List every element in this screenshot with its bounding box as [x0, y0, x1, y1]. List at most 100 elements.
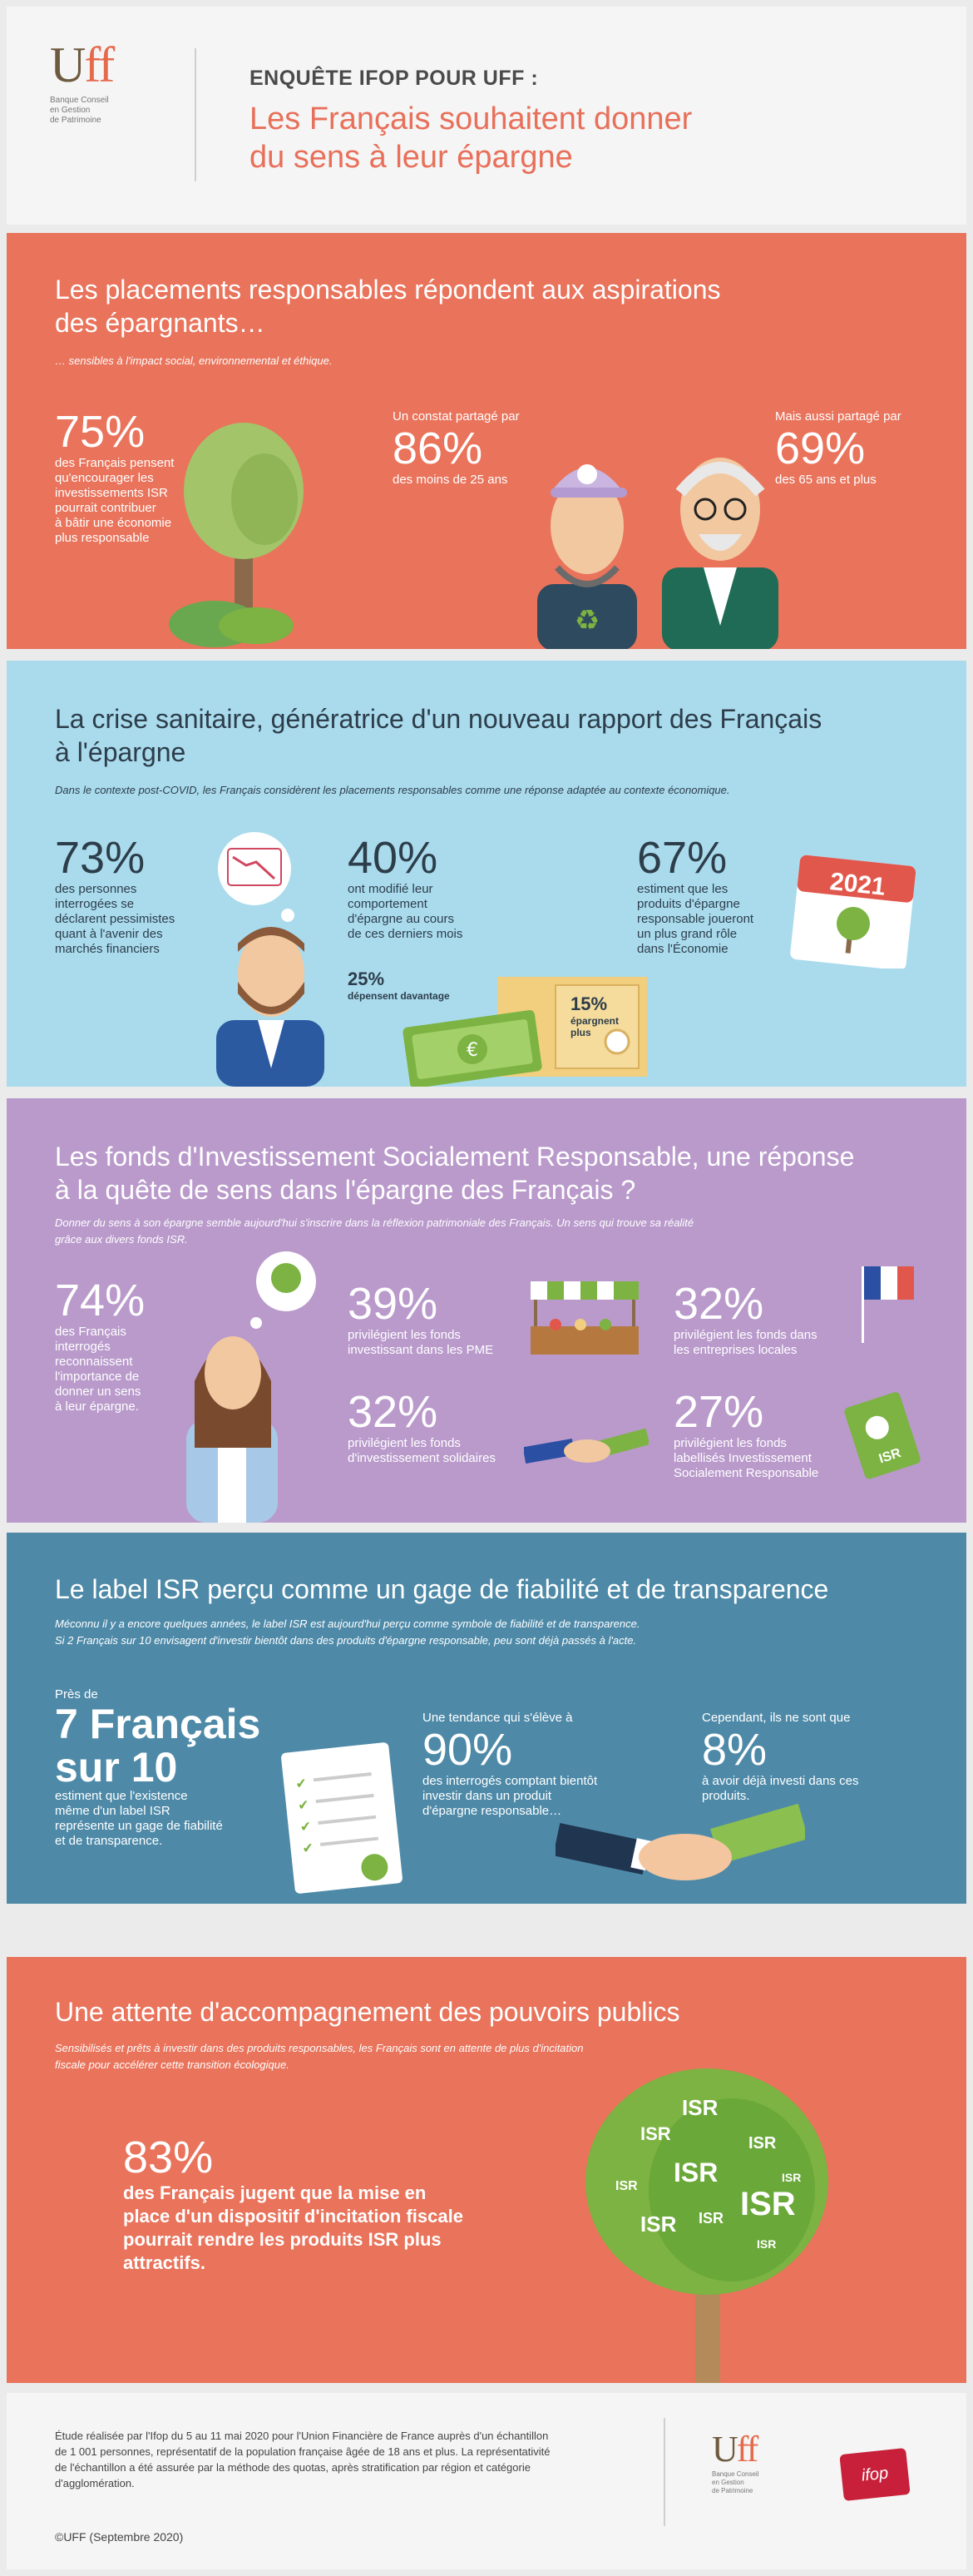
line	[319, 1836, 379, 1846]
shirt	[704, 567, 737, 626]
white-hair	[675, 462, 765, 497]
section-fonds-isr: Les fonds d'Investissement Socialement R…	[7, 1098, 966, 1523]
section-subtitle-line: Méconnu il y a encore quelques années, l…	[55, 1617, 640, 1630]
safe-door	[555, 984, 640, 1069]
ifop-logo: ifop	[839, 2447, 911, 2502]
sleeve-right	[597, 1428, 649, 1458]
stat-83: 83% des Français jugent que la mise en p…	[123, 2133, 463, 2275]
logo-ff: ff	[84, 37, 115, 92]
isr-leaf-label: ISR	[699, 2210, 724, 2227]
study-note-line: Étude réalisée par l'Ifop du 5 au 11 mai…	[55, 2430, 549, 2442]
logo-subtitle-line: de Patrimoine	[712, 2487, 753, 2494]
stat-text-line: déclarent pessimistes	[55, 912, 175, 926]
awning-stripe	[531, 1281, 547, 1300]
stat-text-line: d'investissement solidaires	[348, 1451, 496, 1465]
euro-badge	[457, 1034, 487, 1064]
stat-text-line: des interrogés comptant bientôt	[422, 1774, 598, 1788]
section-title-line: des épargnants…	[55, 308, 265, 338]
young-and-old-men-illustration: ♻	[537, 458, 778, 649]
young-man-body	[537, 584, 637, 649]
study-note-line: de 1 001 personnes, représentatif de la …	[55, 2445, 551, 2458]
stat-75: 75% des Français pensent qu'encourager l…	[55, 408, 205, 546]
stat-8: Cependant, ils ne sont que 8% à avoir dé…	[702, 1711, 858, 1804]
calendar-header	[797, 855, 916, 903]
section-title: Le label ISR perçu comme un gage de fiab…	[55, 1574, 829, 1604]
header-divider	[195, 48, 196, 181]
isr-leaf-label: ISR	[740, 2186, 796, 2222]
stat-text-line: quant à l'avenir des	[55, 927, 163, 941]
stat-text-line: privilégient les fonds dans	[674, 1328, 817, 1342]
stat-text-line: Socialement Responsable	[674, 1466, 819, 1480]
pessimist-man-illustration	[216, 832, 324, 1087]
stat-text-line: marchés financiers	[55, 942, 160, 956]
stat-intro: Près de	[55, 1687, 98, 1702]
produce-icon	[600, 1319, 611, 1330]
stall-counter	[531, 1326, 639, 1355]
line	[318, 1815, 377, 1825]
section-subtitle-line: fiscale pour accélérer cette transition …	[55, 2058, 289, 2071]
stat-text-line: interrogés	[55, 1340, 111, 1354]
section-subtitle-line: Sensibilisés et prêts à investir dans de…	[55, 2042, 584, 2054]
tree-illustration	[169, 423, 304, 647]
stat-text-line: à leur épargne.	[55, 1399, 139, 1414]
isr-leaf-label: ISR	[757, 2237, 776, 2251]
section-crise-sanitaire: La crise sanitaire, génératrice d'un nou…	[7, 661, 966, 1087]
french-flag-icon	[862, 1266, 914, 1343]
stat-value: 40%	[348, 833, 438, 883]
section-subtitle-line: Si 2 Français sur 10 envisagent d'invest…	[55, 1634, 637, 1647]
glasses-icon	[694, 498, 717, 521]
stat-7-sur-10: Près de 7 Français sur 10 estiment que l…	[55, 1687, 260, 1849]
stat-value: 25%	[348, 968, 385, 989]
stat-intro: Mais aussi partagé par	[775, 409, 901, 424]
section-title-line: Les placements responsables répondent au…	[55, 275, 721, 305]
man-face	[238, 930, 304, 1017]
isr-card-tree-icon	[865, 1415, 889, 1439]
study-note-line: d'agglomération.	[55, 2477, 135, 2489]
stat-text-line: des Français jugent que la mise en	[123, 2182, 427, 2203]
hands	[639, 1834, 732, 1880]
logo-u: U	[712, 2429, 738, 2469]
stat-text-line: épargnent	[570, 1015, 620, 1027]
stat-value: 69%	[775, 424, 866, 473]
uff-logo: Uff Banque Conseil en Gestion de Patrimo…	[50, 37, 115, 126]
stat-value: 86%	[393, 424, 483, 473]
header: Uff Banque Conseil en Gestion de Patrimo…	[7, 7, 966, 225]
stat-text-line: privilégient les fonds	[348, 1436, 461, 1450]
isr-label-card-illustration: ISR	[844, 1392, 921, 1479]
stat-text-line: investissements ISR	[55, 486, 168, 500]
seal-icon	[361, 1854, 388, 1881]
hair	[238, 927, 304, 952]
section-title: La crise sanitaire, génératrice d'un nou…	[55, 702, 822, 769]
stat-text-line: de ces derniers mois	[348, 927, 463, 941]
stat-value: 67%	[637, 833, 728, 883]
section-subtitle: Dans le contexte post-COVID, les Françai…	[55, 784, 730, 796]
section-title-line: à l'épargne	[55, 737, 186, 767]
stat-text: des moins de 25 ans	[393, 473, 508, 487]
stat-text: des 65 ans et plus	[775, 473, 877, 487]
stat-value: 32%	[674, 1279, 764, 1329]
stat-text-line: investir dans un produit	[422, 1789, 552, 1803]
stat-intro: Une tendance qui s'élève à	[422, 1711, 573, 1725]
stat-73: 73% des personnes interrogées se déclare…	[55, 834, 221, 957]
stat-text-line: donner un sens	[55, 1385, 141, 1399]
calendar-year: 2021	[828, 868, 887, 901]
stat-text-line: à bâtir une économie	[55, 516, 172, 530]
stat-value: 8%	[702, 1725, 768, 1775]
stat-value-line: 7 Français	[55, 1701, 261, 1747]
stat-text-line: responsable joueront	[637, 912, 754, 926]
shirt	[258, 1020, 284, 1068]
checklist-document-illustration: ✔ ✔ ✔ ✔	[281, 1742, 403, 1894]
mini-tree-icon	[837, 907, 870, 940]
stat-text-line: représente un gage de fiabilité	[55, 1819, 223, 1833]
woman-illustration	[186, 1251, 316, 1523]
check-icon: ✔	[294, 1775, 307, 1791]
handshake-illustration	[556, 1803, 805, 1880]
stat-text-line: place d'un dispositif d'incitation fisca…	[123, 2206, 463, 2227]
stat-text-line: reconnaissent	[55, 1355, 133, 1369]
stat-text-line: interrogées se	[55, 897, 135, 911]
isr-leaf-label: ISR	[615, 2179, 638, 2193]
check-icon: ✔	[297, 1796, 309, 1813]
woman-face	[205, 1336, 261, 1409]
produce-icon	[550, 1319, 561, 1330]
ifop-logo-text: ifop	[860, 2463, 890, 2485]
